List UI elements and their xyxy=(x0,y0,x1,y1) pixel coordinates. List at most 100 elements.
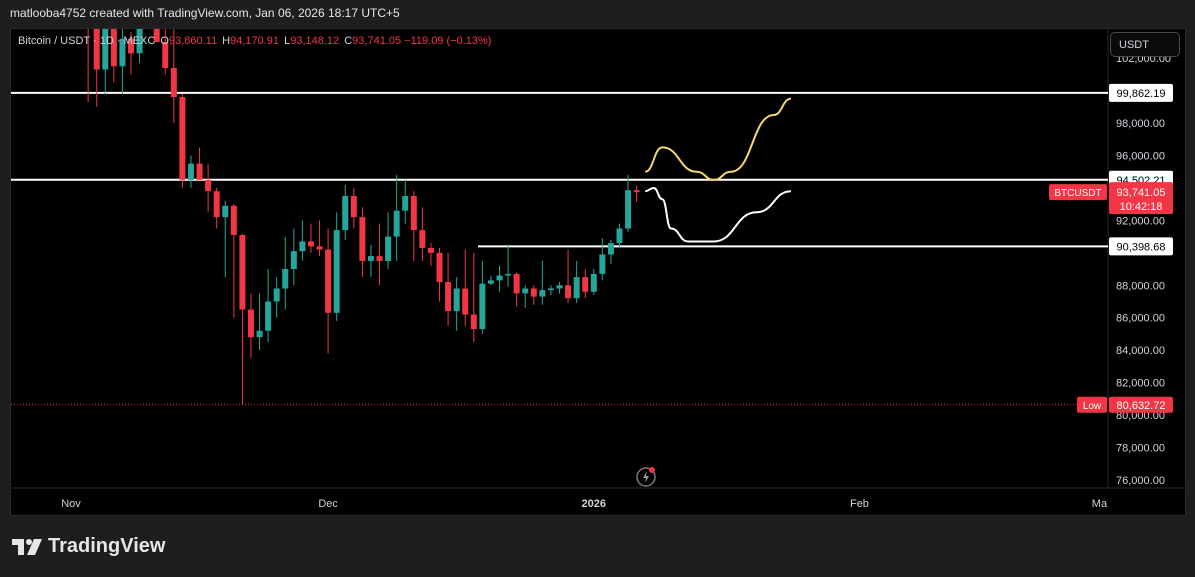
candle-body xyxy=(462,288,469,315)
candle-body xyxy=(196,163,203,180)
candle-body xyxy=(247,309,254,338)
x-tick-label: Nov xyxy=(61,498,81,510)
open-value: 93,860.11 xyxy=(168,35,218,47)
candle-body xyxy=(170,67,177,98)
low-tag-badge xyxy=(1077,396,1107,413)
currency-button[interactable]: USDT xyxy=(1110,32,1180,57)
candle-body xyxy=(547,288,554,291)
low-value: 93,148.12 xyxy=(290,35,340,47)
candle-body xyxy=(556,285,563,289)
candle-body xyxy=(625,190,632,229)
y-tick-label: 82,000.00 xyxy=(1116,378,1165,390)
change-value: −119.09 (−0.13%) xyxy=(404,35,492,47)
low-price-badge xyxy=(1109,396,1173,413)
candle-body xyxy=(127,38,134,54)
x-tick-label: Dec xyxy=(318,498,338,510)
candle-body xyxy=(93,29,100,70)
x-tick-label: 2026 xyxy=(582,498,606,510)
candle-body xyxy=(307,241,314,247)
candle-body xyxy=(367,256,374,261)
candle-body xyxy=(445,282,452,312)
current-price-badge xyxy=(1109,182,1173,215)
candle-body xyxy=(599,254,606,274)
candle-body xyxy=(162,41,169,68)
ticker-badge xyxy=(1049,184,1107,201)
candle-body xyxy=(487,280,494,284)
candle-body xyxy=(410,196,417,231)
y-tick-label: 78,000.00 xyxy=(1116,442,1165,454)
candle-body xyxy=(539,290,546,297)
candle-body xyxy=(453,288,460,312)
chart-frame[interactable] xyxy=(10,28,1186,516)
candle-body xyxy=(436,252,443,283)
y-tick-label: 96,000.00 xyxy=(1116,151,1165,163)
candle-body xyxy=(385,236,392,261)
candle-body xyxy=(522,288,529,294)
candle-body xyxy=(256,330,263,338)
y-tick-label: 98,000.00 xyxy=(1116,118,1165,130)
level-price-badge xyxy=(1109,237,1173,256)
candle-body xyxy=(102,29,109,70)
y-tick-label: 80,000.00 xyxy=(1116,410,1165,422)
candle-body xyxy=(419,230,426,248)
candle-body xyxy=(145,0,151,14)
candle-body xyxy=(187,163,194,180)
projection-path xyxy=(644,97,792,181)
y-tick-label: 84,000.00 xyxy=(1116,345,1165,357)
candle-body xyxy=(565,285,572,299)
close-value: 93,741.05 xyxy=(352,35,402,47)
candle-body xyxy=(496,275,503,281)
close-key: C xyxy=(344,35,353,47)
candle-body xyxy=(213,191,220,218)
chart-legend: Bitcoin / USDT · 1D · MEXC O93,860.11 H9… xyxy=(18,35,491,47)
lightning-icon[interactable] xyxy=(636,467,656,487)
candle-body xyxy=(230,205,237,235)
level-price-text: 90,398.68 xyxy=(1117,241,1166,253)
candle-body xyxy=(239,234,246,310)
candle-body xyxy=(607,243,614,255)
candle-body xyxy=(85,0,91,26)
candle-body xyxy=(427,247,434,253)
candle-body xyxy=(179,97,186,180)
candle-body xyxy=(505,273,512,276)
candle-body xyxy=(290,251,297,270)
candle-body xyxy=(265,301,272,331)
x-tick-label: Feb xyxy=(850,498,869,510)
symbol-label[interactable]: Bitcoin / USDT · 1D · MEXC xyxy=(18,35,156,47)
ticker-label: BTCUSDT xyxy=(1054,188,1101,199)
level-price-badge xyxy=(1109,83,1173,102)
candle-body xyxy=(273,288,280,302)
countdown-text: 10:42:18 xyxy=(1120,201,1163,213)
y-tick-label: 92,000.00 xyxy=(1116,215,1165,227)
open-key: O xyxy=(160,35,169,47)
y-tick-label: 86,000.00 xyxy=(1116,313,1165,325)
candle-body xyxy=(530,288,537,297)
tradingview-brand: TradingView xyxy=(12,535,165,558)
high-key: H xyxy=(222,35,231,47)
candle-body xyxy=(342,196,349,231)
y-tick-label: 76,000.00 xyxy=(1116,475,1165,487)
candle-body xyxy=(590,273,597,292)
candle-body xyxy=(513,273,520,294)
low-key: L xyxy=(284,35,291,47)
candle-body xyxy=(359,217,366,261)
candle-body xyxy=(325,249,332,313)
low-price-text: 80,632.72 xyxy=(1117,400,1166,412)
candle-body xyxy=(573,277,580,299)
candle-body xyxy=(470,314,477,330)
candle-body xyxy=(222,205,229,218)
candle-body xyxy=(633,190,640,193)
candle-body xyxy=(153,29,160,42)
high-value: 94,170.91 xyxy=(230,35,280,47)
candle-body xyxy=(205,179,212,192)
level-price-text: 99,862.19 xyxy=(1117,88,1166,100)
candle-body xyxy=(282,269,289,289)
candle-body xyxy=(333,230,340,313)
candle-body xyxy=(479,283,486,330)
candle-body xyxy=(616,228,623,244)
candle-body xyxy=(110,29,117,67)
candle-body xyxy=(376,256,383,261)
tradingview-logo-icon xyxy=(12,538,42,555)
y-tick-label: 88,000.00 xyxy=(1116,280,1165,292)
